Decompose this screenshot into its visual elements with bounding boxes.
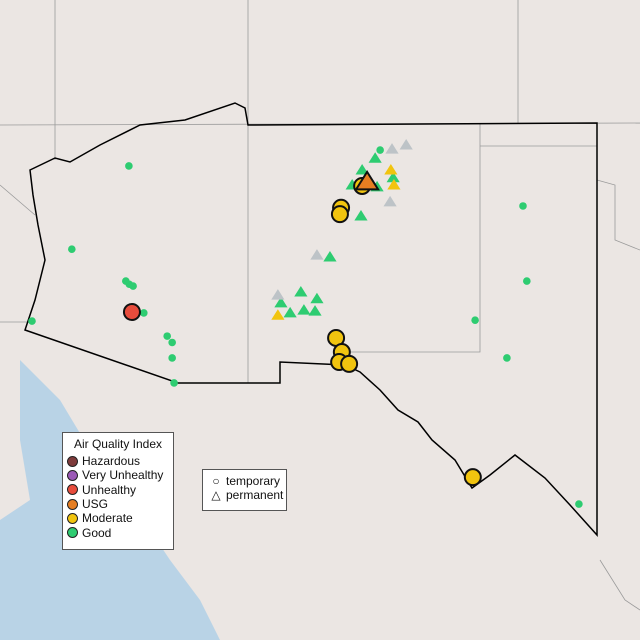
legend-item-hazardous: Hazardous: [63, 454, 173, 468]
circle-icon: [67, 527, 78, 539]
monitor-permanent[interactable]: [385, 143, 399, 154]
monitor-temporary[interactable]: [463, 468, 482, 487]
monitor-good[interactable]: [140, 309, 148, 317]
monitor-permanent[interactable]: [386, 171, 400, 183]
triangle-icon: △: [211, 488, 221, 503]
region-outline: [24, 102, 598, 537]
monitor-permanent[interactable]: [383, 195, 397, 207]
monitor-permanent[interactable]: [271, 289, 285, 300]
monitor-permanent[interactable]: [310, 249, 324, 260]
monitor-permanent[interactable]: [310, 292, 324, 304]
legend-item-good: Good: [63, 525, 173, 540]
monitor-permanent[interactable]: [323, 250, 337, 262]
monitor-good[interactable]: [125, 162, 133, 170]
monitor-temporary[interactable]: [122, 303, 141, 322]
monitor-permanent[interactable]: [297, 304, 311, 315]
monitor-permanent[interactable]: [387, 179, 401, 190]
monitor-good[interactable]: [471, 316, 479, 324]
monitor-good[interactable]: [68, 245, 76, 254]
legend-item-moderate: Moderate: [63, 511, 173, 525]
monitor-good[interactable]: [28, 317, 36, 325]
legend-item-very-unhealthy: Very Unhealthy: [63, 468, 173, 482]
monitor-type-legend: ○ temporary △ permanent: [202, 469, 287, 511]
monitor-permanent[interactable]: [294, 285, 308, 297]
monitor-good[interactable]: [129, 282, 137, 290]
pacific-ocean: [0, 560, 60, 640]
monitor-good[interactable]: [575, 500, 583, 508]
state-borders: [0, 0, 640, 611]
aqi-legend-title: Air Quality Index: [73, 437, 163, 451]
aqi-legend: Air Quality Index Hazardous Very Unhealth…: [62, 432, 174, 550]
monitor-good[interactable]: [523, 277, 531, 285]
monitor-permanent[interactable]: [283, 306, 297, 318]
legend-item-usg: USG: [63, 497, 173, 511]
monitor-permanent[interactable]: [271, 309, 285, 320]
legend-permanent: △ permanent: [203, 488, 286, 502]
monitor-permanent[interactable]: [384, 164, 398, 175]
legend-temporary: ○ temporary: [203, 474, 286, 488]
monitor-good[interactable]: [168, 338, 176, 347]
monitor-good[interactable]: [168, 354, 176, 362]
circle-icon: ○: [212, 474, 220, 489]
monitor-temporary[interactable]: [330, 205, 349, 224]
monitor-permanent[interactable]: [355, 164, 369, 175]
monitor-markers: [28, 139, 583, 508]
monitor-permanent[interactable]: [274, 296, 288, 308]
legend-item-unhealthy: Unhealthy: [63, 483, 173, 497]
monitor-good[interactable]: [503, 354, 511, 362]
circle-icon: [67, 455, 78, 467]
monitor-permanent[interactable]: [399, 139, 413, 150]
monitor-good[interactable]: [163, 332, 171, 340]
monitor-temporary[interactable]: [340, 354, 359, 373]
circle-icon: [67, 512, 78, 524]
circle-icon: [67, 498, 78, 510]
monitor-good[interactable]: [376, 146, 384, 154]
circle-icon: [67, 484, 78, 496]
monitor-permanent[interactable]: [308, 305, 322, 316]
monitor-good[interactable]: [170, 379, 178, 387]
circle-icon: [67, 469, 78, 481]
monitor-permanent-usg[interactable]: [354, 169, 380, 191]
monitor-good[interactable]: [519, 202, 527, 210]
monitor-permanent[interactable]: [354, 210, 368, 221]
monitor-permanent[interactable]: [368, 152, 382, 163]
